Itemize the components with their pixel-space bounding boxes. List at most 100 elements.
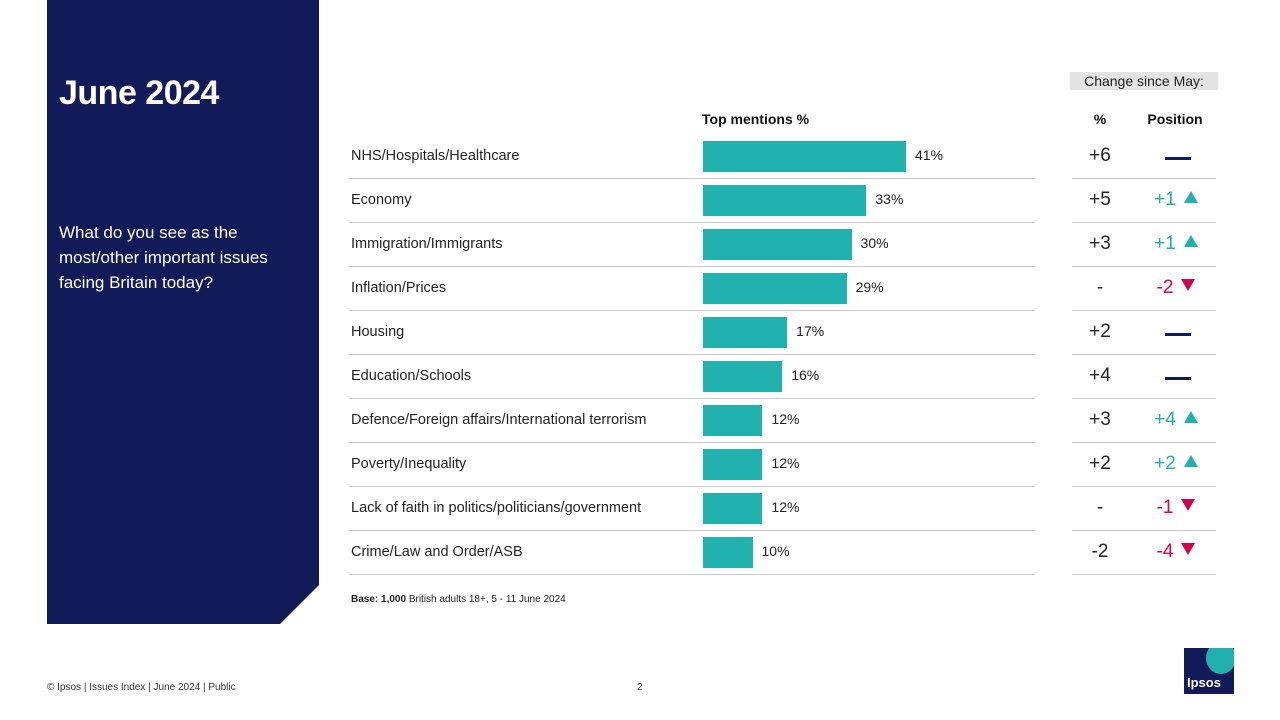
issue-bar: [703, 493, 763, 524]
change-row-divider: [1072, 486, 1216, 487]
triangle-up-icon: [1183, 191, 1198, 203]
logo-mark: [1206, 648, 1234, 674]
change-row-divider: [1072, 574, 1216, 575]
row-divider: [349, 574, 1035, 575]
triangle-down-icon: [1181, 499, 1196, 511]
change-row-divider: [1072, 222, 1216, 223]
triangle-down-icon: [1181, 543, 1196, 555]
issue-label: Lack of faith in politics/politicians/go…: [351, 500, 642, 516]
row-divider: [349, 398, 1035, 399]
issue-value-label: 17%: [796, 323, 825, 339]
no-change-icon: [1165, 157, 1191, 160]
issue-bar: [703, 449, 763, 480]
footer-text: © Ipsos | Issues Index | June 2024 | Pub…: [47, 682, 236, 693]
issue-bar: [703, 273, 847, 304]
change-since-header: Change since May:: [1070, 72, 1218, 90]
position-change-text: +1: [1154, 233, 1176, 254]
issue-value-label: 12%: [771, 455, 800, 471]
row-divider: [349, 486, 1035, 487]
issue-row: NHS/Hospitals/Healthcare 41% +6: [0, 135, 1280, 179]
change-pct-value: -2: [1091, 541, 1109, 562]
issue-label: Economy: [351, 192, 412, 208]
issue-bar: [703, 361, 783, 392]
issue-value-label: 33%: [875, 191, 904, 207]
row-divider: [349, 354, 1035, 355]
issue-label: Inflation/Prices: [351, 280, 447, 296]
change-pct-value: +3: [1089, 409, 1111, 430]
change-position-value: +2: [1136, 453, 1216, 475]
issue-label: Immigration/Immigrants: [351, 236, 503, 252]
change-position-value: -1: [1136, 497, 1216, 519]
issue-row: Housing 17% +2: [0, 311, 1280, 355]
issue-value-label: 12%: [771, 411, 800, 427]
change-pct-value: +2: [1089, 321, 1111, 342]
issue-row: Crime/Law and Order/ASB 10% -2 -4: [0, 531, 1280, 575]
change-position-value: -4: [1136, 541, 1216, 563]
triangle-up-icon: [1183, 455, 1198, 467]
logo-text: Ipsos: [1187, 675, 1221, 690]
triangle-down-icon: [1181, 279, 1196, 291]
issue-bar: [703, 141, 906, 172]
issue-bar: [703, 405, 763, 436]
row-divider: [349, 310, 1035, 311]
issue-label: Defence/Foreign affairs/International te…: [351, 412, 647, 428]
position-change-text: -2: [1156, 277, 1174, 298]
issue-value-label: 30%: [860, 235, 889, 251]
issue-value-label: 10%: [761, 543, 790, 559]
row-divider: [349, 266, 1035, 267]
page-number: 2: [637, 682, 643, 693]
row-divider: [349, 530, 1035, 531]
issue-row: Lack of faith in politics/politicians/go…: [0, 487, 1280, 531]
change-row-divider: [1072, 178, 1216, 179]
position-change-text: +2: [1154, 453, 1176, 474]
change-pct-value: +5: [1089, 189, 1111, 210]
change-pct-value: +6: [1089, 145, 1111, 166]
change-position-header: Position: [1147, 111, 1203, 127]
issue-bar: [703, 317, 788, 348]
issue-label: Poverty/Inequality: [351, 456, 467, 472]
issue-row: Economy 33% +5 +1: [0, 179, 1280, 223]
issue-bar: [703, 185, 867, 216]
position-change-text: -1: [1156, 497, 1174, 518]
issue-row: Immigration/Immigrants 30% +3 +1: [0, 223, 1280, 267]
position-change-text: +1: [1154, 189, 1176, 210]
triangle-up-icon: [1183, 411, 1198, 423]
change-pct-value: +3: [1089, 233, 1111, 254]
ipsos-logo: Ipsos: [1184, 648, 1234, 694]
base-text: British adults 18+, 5 - 11 June 2024: [406, 594, 566, 605]
change-position-value: -2: [1136, 277, 1216, 299]
issue-value-label: 29%: [855, 279, 884, 295]
survey-question: What do you see as the most/other import…: [59, 223, 268, 292]
change-pct-value: -: [1096, 277, 1104, 298]
base-label: Base: 1,000: [351, 594, 407, 605]
change-row-divider: [1072, 530, 1216, 531]
row-divider: [349, 222, 1035, 223]
no-change-icon: [1165, 377, 1191, 380]
change-row-divider: [1072, 398, 1216, 399]
row-divider: [349, 178, 1035, 179]
change-pct-value: +2: [1089, 453, 1111, 474]
row-divider: [349, 442, 1035, 443]
page-title: June 2024: [59, 74, 219, 112]
triangle-up-icon: [1183, 235, 1198, 247]
issue-row: Poverty/Inequality 12% +2 +2: [0, 443, 1280, 487]
change-row-divider: [1072, 354, 1216, 355]
issue-label: Housing: [351, 324, 405, 340]
change-row-divider: [1072, 442, 1216, 443]
issue-bar: [703, 537, 753, 568]
change-pct-header: %: [1093, 111, 1107, 127]
title-panel: June 2024 What do you see as the most/ot…: [47, 0, 319, 624]
change-pct-value: -: [1096, 497, 1104, 518]
issue-value-label: 41%: [915, 147, 944, 163]
issue-label: NHS/Hospitals/Healthcare: [351, 148, 520, 164]
position-change-text: +4: [1154, 409, 1176, 430]
top-mentions-header: Top mentions %: [702, 111, 810, 127]
change-row-divider: [1072, 310, 1216, 311]
issue-row: Defence/Foreign affairs/International te…: [0, 399, 1280, 443]
change-pct-value: +4: [1089, 365, 1111, 386]
issue-value-label: 12%: [771, 499, 800, 515]
no-change-icon: [1165, 333, 1191, 336]
change-row-divider: [1072, 266, 1216, 267]
issue-bar: [703, 229, 852, 260]
position-change-text: -4: [1156, 541, 1174, 562]
